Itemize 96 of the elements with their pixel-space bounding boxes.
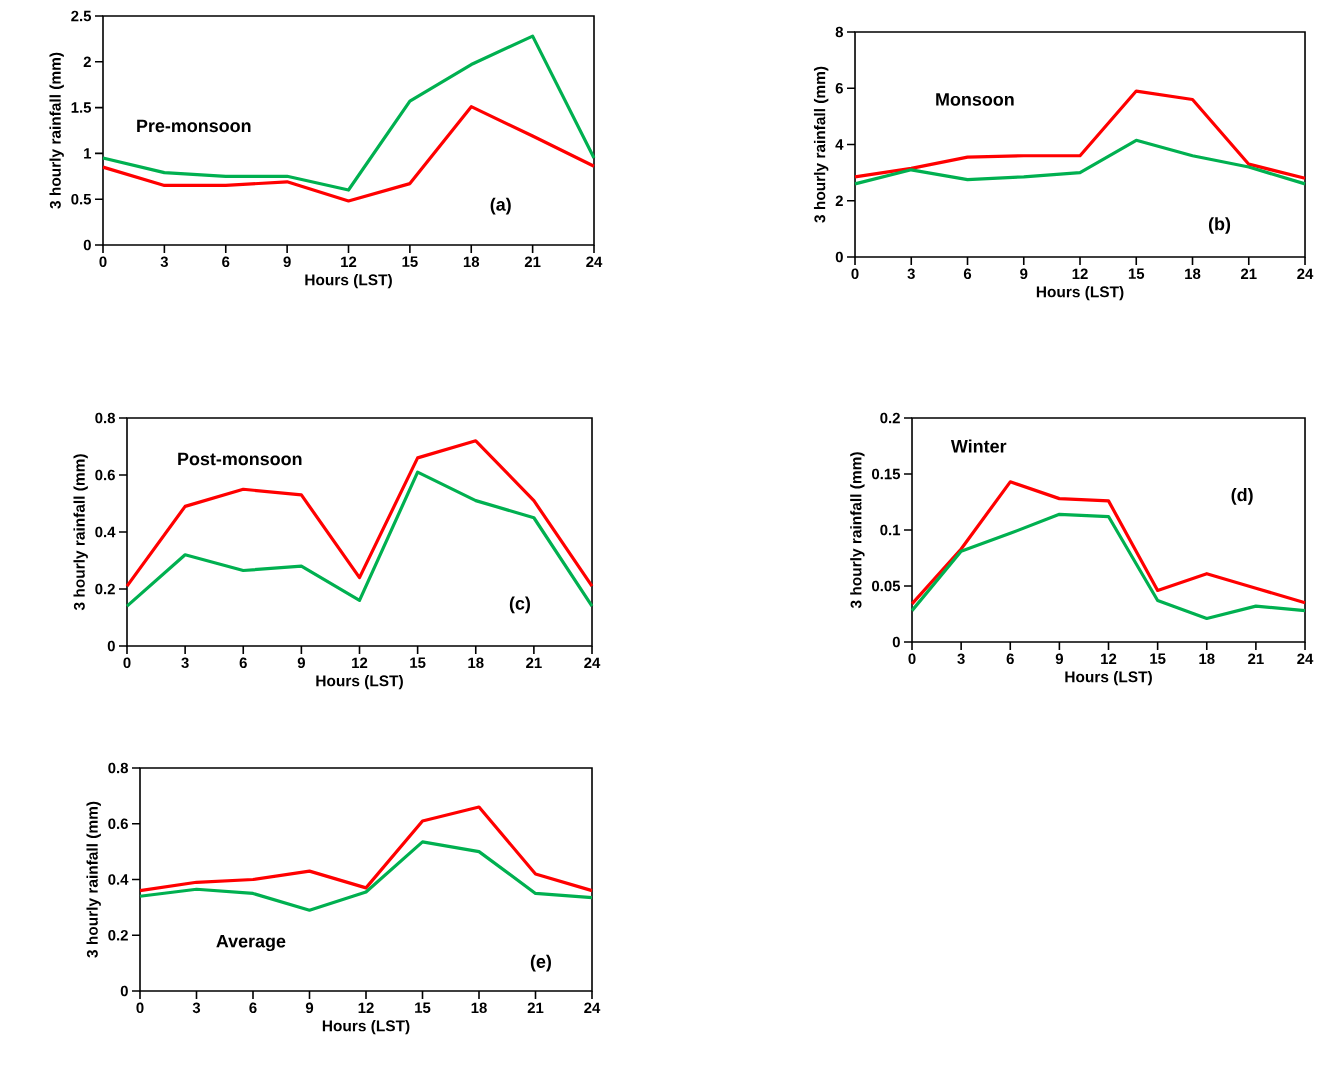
y-axis-title: 3 hourly rainfall (mm) (813, 66, 829, 223)
x-tick-label: 6 (222, 256, 230, 268)
y-axis-title: 3 hourly rainfall (mm) (86, 801, 101, 958)
annotation: Average (216, 934, 286, 952)
x-tick-label: 3 (181, 657, 189, 669)
y-tick-label: 1.5 (71, 102, 92, 113)
y-tick-label: 8 (835, 26, 844, 38)
x-tick-label: 24 (1297, 268, 1314, 279)
y-tick-label: 0.2 (108, 929, 128, 941)
x-tick-label: 21 (1248, 653, 1264, 664)
line-series (853, 138, 1307, 186)
x-axis-title: Hours (LST) (1065, 670, 1152, 686)
x-tick-label: 6 (963, 268, 972, 280)
x-tick-label: 18 (471, 1002, 487, 1014)
annotation: Monsoon (936, 93, 1014, 106)
y-axis-title: 3 hourly rainfall (mm) (850, 452, 865, 609)
line-series (853, 89, 1307, 180)
x-tick-label: 21 (526, 657, 542, 668)
x-tick-label: 9 (297, 657, 305, 669)
y-axis-title: 3 hourly rainfall (mm) (49, 52, 64, 209)
annotation: (a) (490, 197, 511, 215)
x-tick-label: 6 (1006, 653, 1014, 665)
line-series (910, 512, 1307, 621)
x-tick-label: 6 (239, 657, 247, 669)
y-tick-label: 0 (120, 985, 128, 997)
x-tick-label: 15 (415, 1002, 431, 1013)
y-tick-label: 0 (83, 239, 91, 251)
y-tick-label: 0.2 (95, 583, 115, 595)
y-tick-label: 4 (835, 139, 844, 150)
x-tick-label: 24 (584, 1002, 601, 1013)
x-tick-label: 18 (468, 657, 484, 669)
annotation: (c) (509, 596, 530, 614)
annotation: (e) (530, 954, 551, 972)
x-tick-label: 21 (524, 256, 541, 267)
annotation: Pre-monsoon (137, 119, 251, 133)
x-tick-label: 12 (358, 1002, 374, 1013)
line-series (910, 480, 1307, 606)
x-tick-label: 12 (1101, 653, 1117, 664)
x-axis-title: Hours (LST) (1036, 285, 1124, 301)
x-tick-label: 15 (410, 657, 426, 668)
y-tick-label: 0.4 (108, 874, 129, 885)
x-tick-label: 9 (283, 256, 291, 268)
x-tick-label: 15 (1128, 268, 1145, 279)
line-series (101, 34, 596, 192)
x-tick-label: 3 (957, 653, 965, 665)
annotation: (d) (1231, 488, 1253, 505)
y-tick-label: 0.6 (108, 818, 128, 830)
x-tick-label: 0 (136, 1002, 144, 1014)
y-tick-label: 0.1 (880, 524, 901, 536)
x-tick-label: 9 (1020, 268, 1028, 280)
x-tick-label: 24 (1297, 653, 1314, 664)
y-tick-label: 0.15 (872, 468, 901, 480)
x-tick-label: 24 (584, 657, 601, 668)
annotation: (b) (1208, 217, 1231, 234)
x-tick-label: 3 (160, 256, 168, 268)
x-tick-label: 18 (463, 256, 480, 268)
x-tick-label: 6 (249, 1002, 257, 1014)
x-tick-label: 9 (1055, 653, 1063, 665)
y-tick-label: 0 (107, 640, 115, 652)
x-tick-label: 18 (1185, 268, 1201, 280)
x-tick-label: 12 (352, 657, 368, 668)
x-tick-label: 12 (341, 256, 357, 267)
x-tick-label: 0 (851, 268, 859, 280)
x-axis-title: Hours (LST) (305, 273, 392, 289)
y-axis-title: 3 hourly rainfall (mm) (73, 454, 88, 611)
y-tick-label: 0.05 (872, 580, 901, 592)
line-series (138, 840, 594, 912)
y-tick-label: 2 (83, 56, 91, 67)
x-tick-label: 24 (586, 256, 603, 267)
y-tick-label: 0.2 (880, 412, 900, 424)
x-tick-label: 9 (305, 1002, 314, 1014)
line-series (138, 805, 594, 893)
annotation: Winter (950, 439, 1007, 453)
x-tick-label: 0 (908, 653, 916, 665)
y-tick-label: 0.8 (95, 412, 116, 424)
line-series (125, 439, 594, 588)
x-tick-label: 15 (402, 256, 418, 267)
x-tick-label: 3 (192, 1002, 201, 1014)
y-tick-label: 2.5 (71, 10, 92, 22)
y-tick-label: 0 (892, 636, 900, 648)
y-tick-label: 0.4 (95, 526, 116, 538)
x-axis-title: Hours (LST) (322, 1019, 410, 1035)
x-tick-label: 12 (1072, 268, 1088, 279)
y-tick-label: 2 (835, 195, 843, 206)
x-tick-label: 21 (527, 1002, 544, 1013)
y-tick-label: 0.5 (71, 193, 92, 205)
x-tick-label: 18 (1199, 653, 1215, 665)
x-tick-label: 21 (1240, 268, 1257, 279)
y-tick-label: 0.6 (95, 469, 115, 481)
annotation: Post-monsoon (178, 452, 302, 466)
x-axis-title: Hours (LST) (316, 674, 403, 690)
y-tick-label: 0.8 (108, 762, 129, 774)
x-tick-label: 3 (907, 268, 915, 280)
y-tick-label: 6 (835, 82, 843, 94)
x-tick-label: 15 (1150, 653, 1166, 664)
y-tick-label: 1 (84, 148, 92, 159)
